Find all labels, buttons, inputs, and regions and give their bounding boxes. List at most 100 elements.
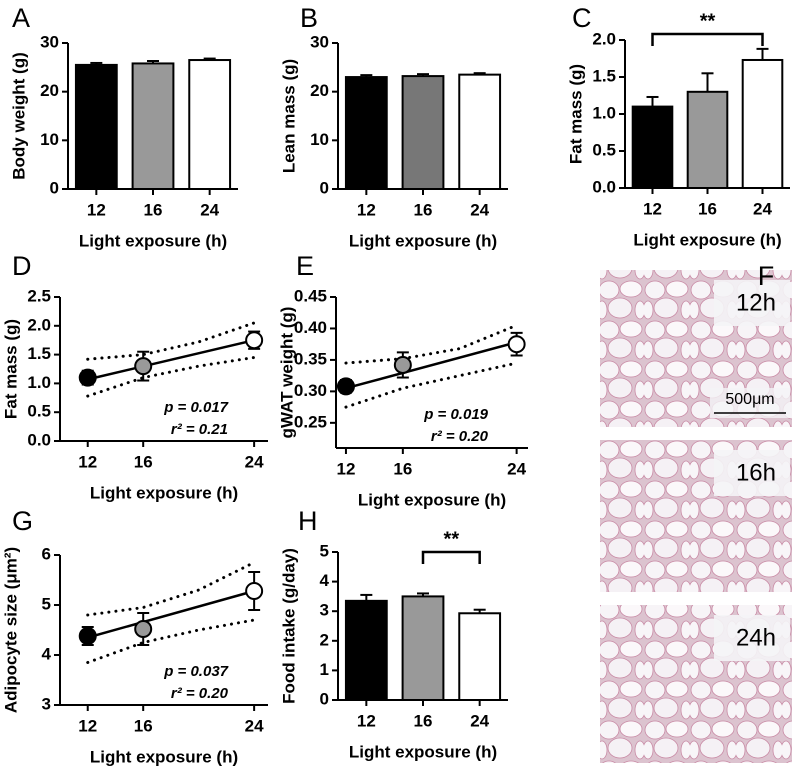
stat-annotation: r² = 0.20 (431, 428, 489, 445)
y-tick-label: 20 (310, 81, 329, 100)
y-tick-label: 3 (42, 694, 51, 713)
confidence-band (86, 321, 256, 361)
y-tick-label: 30 (40, 32, 59, 51)
point (134, 357, 153, 376)
x-tick-label: 16 (414, 711, 433, 730)
x-tick-label: 24 (470, 711, 489, 730)
bar (74, 63, 118, 190)
y-tick-label: 5 (42, 594, 51, 613)
x-axis-label: Light exposure (h) (349, 742, 497, 761)
y-tick-label: 3 (320, 601, 329, 620)
x-axis-label: Light exposure (h) (349, 231, 497, 250)
x-tick-label: 12 (87, 200, 106, 219)
y-tick-label: 2.0 (592, 29, 616, 48)
bar (631, 105, 674, 189)
y-tick-label: 2.5 (27, 286, 51, 305)
x-tick-label: 12 (357, 200, 376, 219)
x-axis-label: Light exposure (h) (79, 231, 227, 250)
confidence-band (86, 618, 256, 664)
stat-annotation: p = 0.019 (423, 406, 488, 423)
y-tick-label: 30 (310, 32, 329, 51)
x-tick-label: 12 (336, 459, 355, 478)
panel-letter: H (298, 506, 318, 536)
y-tick-label: 0.0 (27, 430, 51, 449)
x-tick-label: 24 (245, 716, 264, 735)
x-tick-label: 24 (245, 452, 264, 471)
y-tick-label: 1.5 (27, 344, 51, 363)
bar (344, 76, 388, 190)
label-box (714, 615, 790, 661)
stat-annotation: r² = 0.21 (171, 421, 228, 438)
y-tick-label: 0 (320, 689, 329, 708)
y-tick-label: 0.5 (592, 140, 616, 159)
y-tick-label: 0.35 (294, 349, 327, 368)
panel-letter: D (12, 251, 32, 281)
y-tick-label: 1.5 (592, 66, 616, 85)
x-axis-label: Light exposure (h) (633, 230, 781, 249)
bar (686, 90, 729, 189)
y-tick-label: 0.0 (592, 177, 616, 196)
significance-bracket (421, 550, 481, 564)
chart-panel: A Body weight (g) Light exposure (h) 0 10 20 3… (9, 3, 238, 250)
y-axis-label: Adipocyte size (μm²) (1, 547, 20, 713)
bar (401, 75, 445, 190)
significance-label: ** (444, 528, 460, 550)
point (507, 335, 526, 354)
y-tick-label: 0.45 (294, 286, 327, 305)
point (245, 582, 264, 600)
x-tick-label: 24 (200, 200, 219, 219)
micrograph-label: 16h (736, 459, 776, 486)
x-tick-label: 16 (144, 200, 163, 219)
bar (458, 612, 502, 701)
micrograph-label: 24h (736, 624, 776, 651)
bar (344, 599, 388, 702)
x-tick-label: 16 (698, 199, 717, 218)
x-axis-label: Light exposure (h) (90, 747, 238, 766)
y-tick-label: 1 (320, 660, 329, 679)
y-axis-label: Fat mass (g) (566, 64, 585, 164)
confidence-band (86, 355, 256, 398)
y-axis-label: Lean mass (g) (279, 59, 298, 173)
y-tick-label: 4 (42, 644, 52, 663)
stat-annotation: p = 0.037 (163, 663, 228, 680)
regression-line (87, 589, 255, 639)
label-box (714, 280, 790, 326)
x-axis-label: Light exposure (h) (90, 483, 238, 502)
x-tick-label: 12 (643, 199, 662, 218)
bar (458, 73, 502, 190)
regression-line (87, 338, 255, 381)
panel-letter: A (12, 3, 30, 33)
label-box (714, 450, 790, 496)
point (78, 627, 97, 645)
x-axis-label: Light exposure (h) (358, 490, 506, 509)
confidence-band (344, 323, 519, 365)
y-tick-label: 0 (50, 178, 59, 197)
stat-annotation: p = 0.017 (163, 399, 228, 416)
x-tick-label: 16 (134, 716, 153, 735)
y-axis-label: Fat mass (g) (1, 319, 20, 419)
x-tick-label: 24 (753, 199, 772, 218)
point (393, 355, 412, 374)
micrograph-label: 12h (736, 289, 776, 316)
x-tick-label: 16 (393, 459, 412, 478)
point (134, 620, 153, 638)
chart-panel: G Adipocyte size (μm²) Light exposure (h) 3… (1, 506, 268, 766)
point (78, 368, 97, 387)
y-tick-label: 20 (40, 81, 59, 100)
point (336, 377, 355, 396)
scale-bar-label: 500μm (725, 391, 774, 408)
x-tick-label: 12 (78, 716, 97, 735)
chart-panel: D Fat mass (g) Light exposure (h) 0.0 0.5 1.0… (1, 251, 268, 502)
panel-letter: C (572, 3, 592, 33)
chart-panel: B Lean mass (g) Light exposure (h) 0 10 20 30 1… (279, 3, 508, 250)
y-tick-label: 1.0 (27, 373, 51, 392)
x-tick-label: 16 (414, 200, 433, 219)
y-tick-label: 0.40 (294, 318, 327, 337)
x-tick-label: 12 (357, 711, 376, 730)
panel-letter: F (758, 261, 775, 291)
x-tick-label: 16 (134, 452, 153, 471)
y-tick-label: 2 (320, 630, 329, 649)
